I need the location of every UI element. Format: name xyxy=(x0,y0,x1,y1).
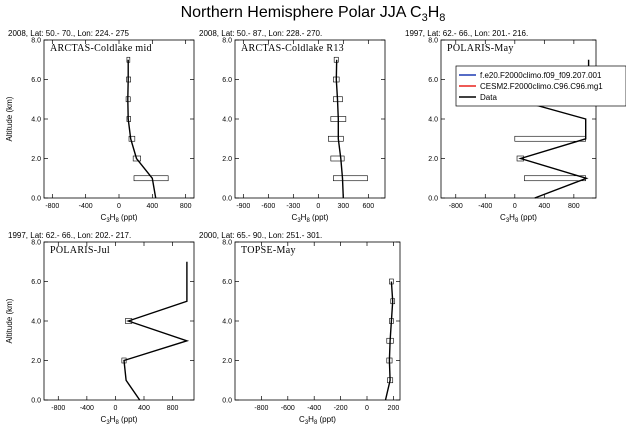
x-tick-label: -200 xyxy=(334,405,348,412)
x-tick-label: 0 xyxy=(365,405,369,412)
x-tick-label: 0 xyxy=(117,203,121,210)
x-tick-label: 0 xyxy=(316,203,320,210)
y-tick-label: 8.0 xyxy=(222,38,232,45)
y-tick-label: 2.0 xyxy=(428,156,438,163)
y-tick-label: 4.0 xyxy=(428,117,438,124)
x-tick-label: -600 xyxy=(281,405,295,412)
x-tick-label: 400 xyxy=(138,405,150,412)
panel-5: 2000, Lat: 65.- 90., Lon: 251.- 301. TOPS… xyxy=(199,231,401,426)
x-tick-label: -400 xyxy=(478,203,492,210)
y-tick-label: 4.0 xyxy=(222,117,232,124)
panel-2: 2008, Lat: 50.- 87., Lon: 228.- 270. ARCT… xyxy=(199,29,386,224)
panel-label: POLARIS-May xyxy=(447,43,514,54)
x-tick-label: -800 xyxy=(449,203,463,210)
x-tick-label: -600 xyxy=(261,203,275,210)
panel-subtitle: 2000, Lat: 65.- 90., Lon: 251.- 301. xyxy=(199,231,322,240)
panel-subtitle: 1997, Lat: 62.- 66., Lon: 202.- 217. xyxy=(8,231,131,240)
x-tick-label: 800 xyxy=(167,405,179,412)
y-tick-label: 2.0 xyxy=(31,156,41,163)
y-tick-label: 8.0 xyxy=(31,240,41,247)
y-tick-label: 6.0 xyxy=(31,77,41,84)
y-axis-label: Altitude (km) xyxy=(5,96,14,141)
x-tick-label: -400 xyxy=(79,203,93,210)
x-tick-label: 800 xyxy=(568,203,580,210)
panel-label: ARCTAS-Coldlake R13 xyxy=(241,43,344,54)
panel-subtitle: 1997, Lat: 62.- 66., Lon: 201.- 216. xyxy=(405,29,528,38)
y-axis-label: Altitude (km) xyxy=(5,298,14,343)
x-tick-label: 200 xyxy=(388,405,400,412)
x-tick-label: -400 xyxy=(307,405,321,412)
y-tick-label: 2.0 xyxy=(31,358,41,365)
data-line xyxy=(127,59,157,199)
y-tick-label: 0.0 xyxy=(222,196,232,203)
y-tick-label: 4.0 xyxy=(222,319,232,326)
x-axis-label: C3H8 (ppt) xyxy=(500,213,537,224)
panel-label: TOPSE-May xyxy=(241,245,296,256)
x-tick-label: 800 xyxy=(180,203,192,210)
y-tick-label: 4.0 xyxy=(31,319,41,326)
data-line xyxy=(123,261,190,401)
x-axis-label: C3H8 (ppt) xyxy=(101,213,138,224)
panel-subtitle: 2008, Lat: 50.- 70., Lon: 224.- 275 xyxy=(8,29,130,38)
x-axis-label: C3H8 (ppt) xyxy=(292,213,329,224)
panel-label: ARCTAS-Coldlake mid xyxy=(50,43,152,54)
y-tick-label: 0.0 xyxy=(428,196,438,203)
x-tick-label: -800 xyxy=(51,405,65,412)
error-box xyxy=(328,135,344,142)
x-tick-label: 600 xyxy=(362,203,374,210)
y-tick-label: 6.0 xyxy=(222,279,232,286)
x-tick-label: 0 xyxy=(513,203,517,210)
x-tick-label: 300 xyxy=(337,203,349,210)
error-box xyxy=(514,135,586,142)
figure-title: Northern Hemisphere Polar JJA C3H8 xyxy=(181,4,446,24)
panel-label: POLARIS-Jul xyxy=(50,245,110,256)
data-line xyxy=(335,59,344,199)
y-tick-label: 8.0 xyxy=(222,240,232,247)
x-tick-label: -900 xyxy=(236,203,250,210)
y-tick-label: 0.0 xyxy=(31,196,41,203)
x-tick-label: 400 xyxy=(146,203,158,210)
x-tick-label: 400 xyxy=(538,203,550,210)
y-tick-label: 8.0 xyxy=(428,38,438,45)
data-line xyxy=(384,281,394,401)
panel-1: 2008, Lat: 50.- 70., Lon: 224.- 275 ARCTA… xyxy=(5,29,195,224)
x-tick-label: -800 xyxy=(254,405,268,412)
legend-entry: f.e20.F2000climo.f09_f09.207.001 xyxy=(480,71,602,80)
legend-entry: CESM2.F2000climo.C96.C96.mg1 xyxy=(480,82,603,91)
x-axis-label: C3H8 (ppt) xyxy=(299,415,336,426)
plot-frame xyxy=(43,241,195,401)
y-tick-label: 0.0 xyxy=(31,398,41,405)
plot-frame xyxy=(234,241,401,401)
x-axis-label: C3H8 (ppt) xyxy=(101,415,138,426)
error-box xyxy=(333,175,368,182)
y-tick-label: 6.0 xyxy=(31,279,41,286)
panel-4: 1997, Lat: 62.- 66., Lon: 202.- 217. POLA… xyxy=(5,231,195,426)
y-tick-label: 6.0 xyxy=(222,77,232,84)
y-tick-label: 2.0 xyxy=(222,358,232,365)
x-tick-label: 0 xyxy=(113,405,117,412)
x-tick-label: -400 xyxy=(80,405,94,412)
legend: f.e20.F2000climo.f09_f09.207.001 CESM2.F2… xyxy=(455,65,626,107)
y-tick-label: 6.0 xyxy=(428,77,438,84)
plot-frame xyxy=(234,39,386,199)
y-tick-label: 8.0 xyxy=(31,38,41,45)
x-tick-label: -800 xyxy=(45,203,59,210)
error-box xyxy=(524,175,586,182)
y-tick-label: 4.0 xyxy=(31,117,41,124)
y-tick-label: 0.0 xyxy=(222,398,232,405)
panel-subtitle: 2008, Lat: 50.- 87., Lon: 228.- 270. xyxy=(199,29,322,38)
x-tick-label: -300 xyxy=(286,203,300,210)
panel-3: 1997, Lat: 62.- 66., Lon: 201.- 216. POLA… xyxy=(405,29,597,224)
y-tick-label: 2.0 xyxy=(222,156,232,163)
error-box xyxy=(330,155,345,162)
legend-box xyxy=(455,65,626,107)
legend-entry: Data xyxy=(480,93,497,102)
plot-frame xyxy=(43,39,195,199)
